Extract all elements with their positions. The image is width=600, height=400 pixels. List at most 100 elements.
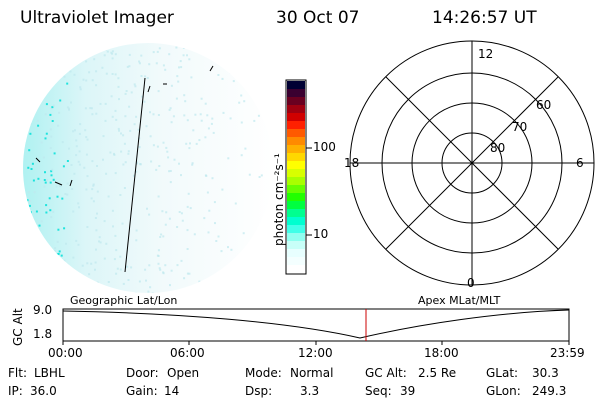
uv-speckle [44,113,47,116]
orbit-left-title: Geographic Lat/Lon [70,294,178,307]
uv-speckle [243,100,246,103]
uv-speckle [152,51,155,54]
uv-speckle [205,174,208,177]
uv-speckle [78,163,81,166]
uv-speckle [188,147,191,150]
uv-speckle [229,117,232,120]
uv-speckle [28,261,31,264]
uv-speckle [166,150,169,153]
uv-speckle [66,160,69,162]
uv-speckle [73,73,76,76]
uv-speckle [164,264,167,267]
uv-speckle [123,142,126,145]
uv-speckle [111,209,114,212]
uv-speckle [188,58,191,61]
glon-value: 249.3 [532,384,567,398]
uv-speckle [227,157,230,160]
uv-speckle [123,187,126,189]
uv-speckle [115,118,118,121]
uv-speckle [258,176,261,178]
uv-speckle [198,280,201,283]
uv-speckle [69,60,72,63]
uv-speckle [79,123,82,126]
uv-speckle [157,262,160,265]
uv-speckle [189,142,191,145]
mark-line [54,181,63,186]
uv-speckle [77,202,80,205]
uv-speckle [148,213,151,216]
uv-speckle [218,285,221,288]
uv-speckle [169,107,172,110]
uv-speckle [101,66,104,69]
uv-speckle [56,269,59,272]
uv-speckle [85,188,88,191]
uv-speckle [157,195,160,198]
uv-speckle [102,135,105,138]
uv-speckle [164,223,167,226]
color-bar-label-100: 100 [313,140,336,154]
uv-speckle [190,76,193,79]
uv-speckle [176,226,179,228]
uv-speckle [141,95,144,98]
uv-speckle [150,160,153,163]
uv-speckle [120,132,122,135]
uv-speckle [269,110,272,113]
gcalt-value: 2.5 Re [418,366,457,380]
uv-speckle [26,77,29,79]
uv-speckle [79,88,82,91]
uv-speckle [114,109,117,112]
uv-speckle [69,70,72,73]
uv-speckle [41,75,44,78]
uv-speckle [152,144,155,147]
uv-speckle [62,165,65,168]
uv-speckle [89,107,92,110]
uv-speckle [85,79,88,82]
uv-speckle [190,48,193,51]
uv-speckle [32,95,34,98]
uv-speckle [79,49,81,52]
uv-speckle [51,261,54,264]
uv-speckle [151,292,154,293]
uv-speckle [145,125,148,128]
uv-speckle [43,179,46,181]
uv-speckle [84,107,87,110]
uv-speckle [128,65,131,68]
mlt-label-18: 18 [344,156,360,170]
uv-speckle [140,75,143,77]
uv-speckle [44,289,47,292]
uv-speckle [57,124,60,127]
lat-label-80: 80 [490,141,506,155]
uv-speckle [35,210,38,213]
uv-speckle [69,276,72,279]
uv-speckle [220,250,223,253]
uv-speckle [180,66,183,69]
uv-speckle [119,194,122,196]
uv-speckle [165,146,168,149]
uv-speckle [95,229,98,232]
uv-speckle [61,141,64,144]
uv-speckle [213,201,216,204]
uv-speckle [25,104,27,106]
uv-speckle [130,91,133,94]
uv-speckle [75,145,78,148]
uv-speckle [77,160,80,163]
uv-speckle [127,279,130,281]
instrument-title: Ultraviolet Imager [20,8,174,28]
uv-speckle [57,70,60,73]
uv-speckle [50,170,53,173]
uv-speckle [50,272,53,275]
uv-speckle [124,115,127,118]
uv-speckle [34,268,37,270]
uv-speckle [158,165,161,167]
uv-speckle [25,43,28,46]
uv-speckle [57,50,60,53]
uv-speckle [135,239,138,242]
uv-speckle [105,72,108,75]
uv-speckle [70,101,72,104]
uv-speckle [159,268,162,271]
uv-speckle [183,114,186,117]
date-label: 30 Oct 07 [276,8,360,28]
uv-speckle [160,233,163,236]
uv-speckle [84,129,87,132]
uv-speckle [56,240,59,243]
